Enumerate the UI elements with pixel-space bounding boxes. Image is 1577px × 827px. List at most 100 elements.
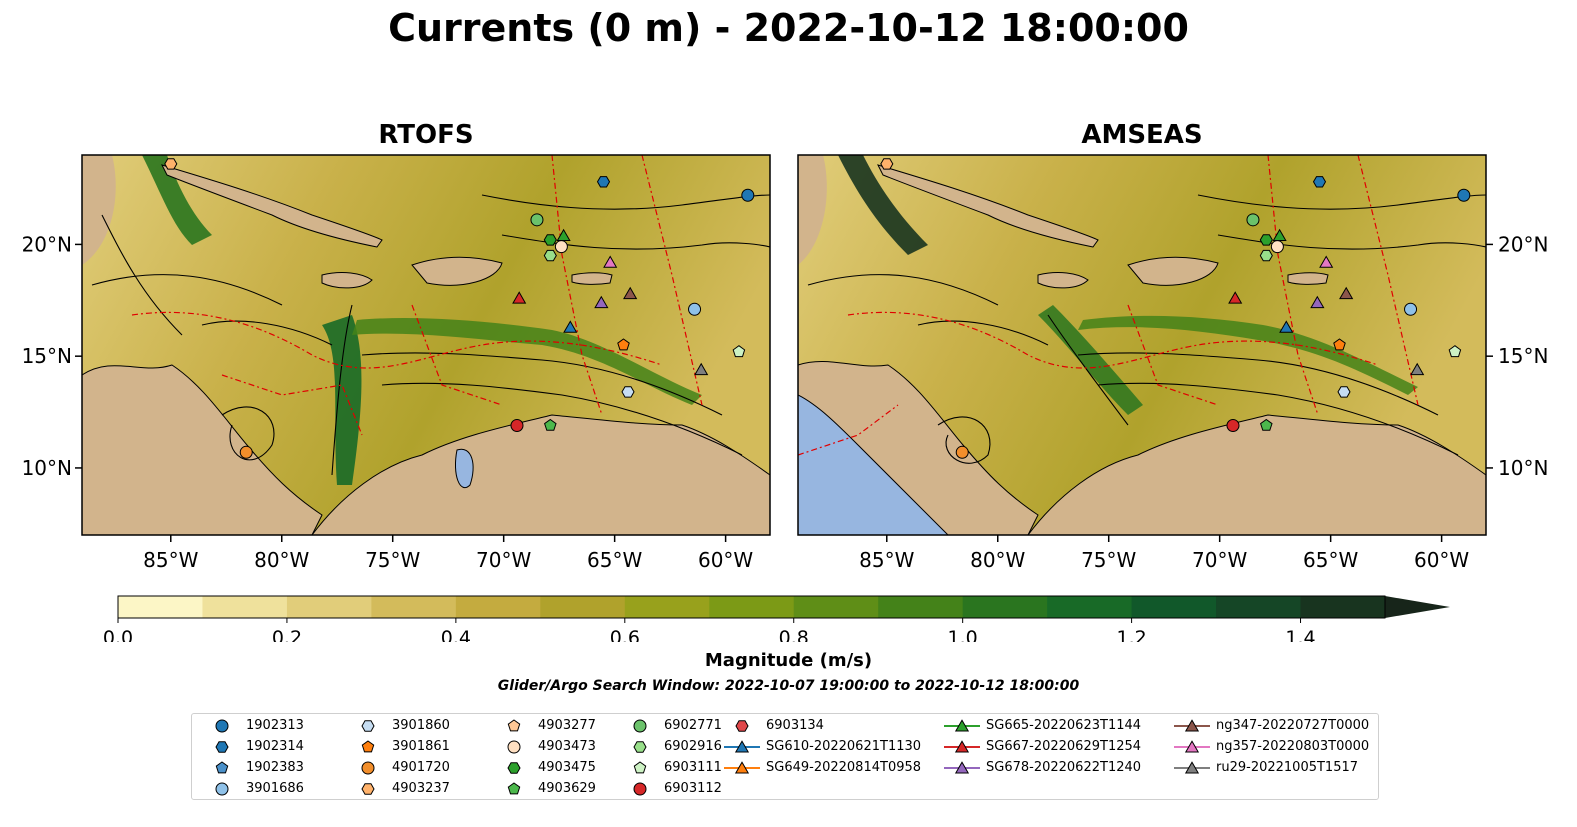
map-marker-ng357-20220803T0000 [603, 255, 618, 268]
figure-title: Currents (0 m) - 2022-10-12 18:00:00 [388, 6, 1189, 50]
legend-label: 4903475 [538, 760, 596, 775]
legend-label: SG610-20220621T1130 [766, 739, 922, 754]
map-marker-ng347-20220727T0000 [623, 286, 638, 300]
legend-marker-icon [507, 762, 521, 774]
markers-rtofs [164, 158, 755, 459]
map-marker-6903112 [1226, 418, 1240, 432]
colorbar-ticks: 0.0 0.2 0.4 0.6 0.8 1.0 1.2 1.4 [103, 618, 1316, 642]
yucatan-current-band [142, 155, 212, 245]
colorbar-tick-label: 0.0 [103, 627, 133, 642]
colorbar-swatch [793, 596, 879, 618]
colorbar-frame [117, 595, 1386, 619]
colorbar-swatch [118, 596, 203, 618]
colorbar-swatch [709, 596, 795, 618]
legend-marker-icon [1174, 761, 1210, 774]
legend-marker [507, 719, 521, 732]
map-marker-6902771 [1246, 213, 1260, 227]
colorbar-swatch [878, 596, 964, 618]
legend-marker [633, 719, 647, 733]
map-marker-4903475 [1259, 234, 1273, 246]
legend-marker [1184, 740, 1200, 753]
legend-marker-icon [944, 719, 980, 732]
legend-label: 6902916 [664, 739, 722, 754]
colorbar: 0.0 0.2 0.4 0.6 0.8 1.0 1.2 1.4 [103, 595, 1450, 642]
legend-marker-icon [361, 783, 375, 795]
legend-marker-icon [633, 741, 647, 753]
legend-marker-icon [724, 761, 760, 774]
map-marker-4903475 [543, 234, 557, 246]
legend-label: 1902314 [246, 739, 304, 754]
legend-label: ng357-20220803T0000 [1216, 739, 1370, 754]
map-marker-1902313 [1457, 188, 1471, 202]
colorbar-tick-label: 1.4 [1285, 627, 1315, 642]
map-marker-3901860 [1337, 386, 1351, 398]
map-marker-ng357-20220803T0000 [1319, 255, 1334, 268]
lat-tick-label: 15°N [22, 344, 72, 368]
map-axes: 85°W 80°W 75°W 70°W 65°W 60°W 20°N 15°N 10°N 85°W… [22, 232, 1549, 572]
legend-label: 3901861 [392, 739, 450, 754]
colorbar-extend-arrow [1385, 596, 1450, 618]
caribbean-current-band [1078, 315, 1418, 395]
legend-marker-icon [735, 720, 749, 732]
legend-label: 6903134 [766, 718, 824, 733]
legend-label: 6902771 [664, 718, 722, 733]
land-south-america [311, 414, 770, 535]
lon-tick-label: 65°W [587, 548, 642, 572]
lon-tick-label: 75°W [1081, 548, 1136, 572]
eez-boundaries [798, 155, 1419, 456]
legend-label: 6903112 [664, 781, 722, 796]
lat-tick-label: 15°N [1498, 344, 1548, 368]
pacific-ocean-masked [798, 395, 948, 535]
map-marker-3901861 [617, 338, 630, 351]
legend-label: ng347-20220727T0000 [1216, 718, 1370, 733]
map-figure: 85°W 80°W 75°W 70°W 65°W 60°W 20°N 15°N 10°N 85°W… [22, 154, 1549, 572]
legend-label: 3901686 [246, 781, 304, 796]
map-marker-4903473 [554, 240, 568, 254]
legend-marker-icon [361, 740, 375, 753]
legend-marker [215, 782, 229, 796]
strong-current-band [1038, 305, 1143, 415]
legend-label: ru29-20221005T1517 [1216, 760, 1359, 775]
map-marker-SG678-20220622T1240 [1310, 295, 1325, 309]
land-south-america [1027, 414, 1486, 535]
legend-label: 1902313 [246, 718, 304, 733]
legend-marker [633, 782, 647, 796]
legend-label: 1902383 [246, 760, 304, 775]
map-marker-4903473 [1270, 240, 1284, 254]
legend-label: SG667-20220629T1254 [986, 739, 1142, 754]
yucatan-current-band [838, 155, 928, 255]
legend-label: 4903629 [538, 781, 596, 796]
legend-label: 3901860 [392, 718, 450, 733]
land-jamaica [321, 272, 373, 289]
land-cuba [161, 164, 383, 248]
map-marker-ru29-20221005T1517 [694, 362, 709, 376]
land-puerto-rico [1287, 272, 1329, 285]
legend-marker [1184, 719, 1200, 732]
legend-marker [507, 762, 521, 774]
map-marker-SG610-20220621T1130 [1279, 320, 1294, 333]
legend-marker-icon [507, 740, 521, 754]
legend-marker [954, 719, 970, 732]
legend-marker [734, 761, 750, 774]
legend-marker-icon [215, 761, 229, 774]
panel-rtofs [81, 154, 771, 536]
legend: 1902313 1902314 1902383 3901686 3901860 39018… [191, 713, 1379, 800]
legend-marker [734, 740, 750, 753]
legend-marker [361, 740, 375, 753]
legend-marker [954, 761, 970, 774]
map-marker-SG665-20220623T1144 [556, 228, 571, 241]
legend-marker [361, 720, 375, 732]
land-central-america [82, 364, 323, 535]
legend-marker-icon [215, 719, 229, 733]
lat-tick-label: 10°N [22, 456, 72, 480]
colorbar-swatch [624, 596, 710, 618]
legend-marker-icon [724, 740, 760, 753]
map-marker-6903112 [510, 418, 524, 432]
lat-tick-label: 20°N [22, 232, 72, 256]
legend-label: 6903111 [664, 760, 722, 775]
legend-marker [215, 741, 229, 753]
map-marker-SG667-20220629T1254 [1228, 291, 1243, 304]
legend-label: SG665-20220623T1144 [986, 718, 1142, 733]
legend-label: 4903237 [392, 781, 450, 796]
legend-marker-icon [507, 719, 521, 732]
